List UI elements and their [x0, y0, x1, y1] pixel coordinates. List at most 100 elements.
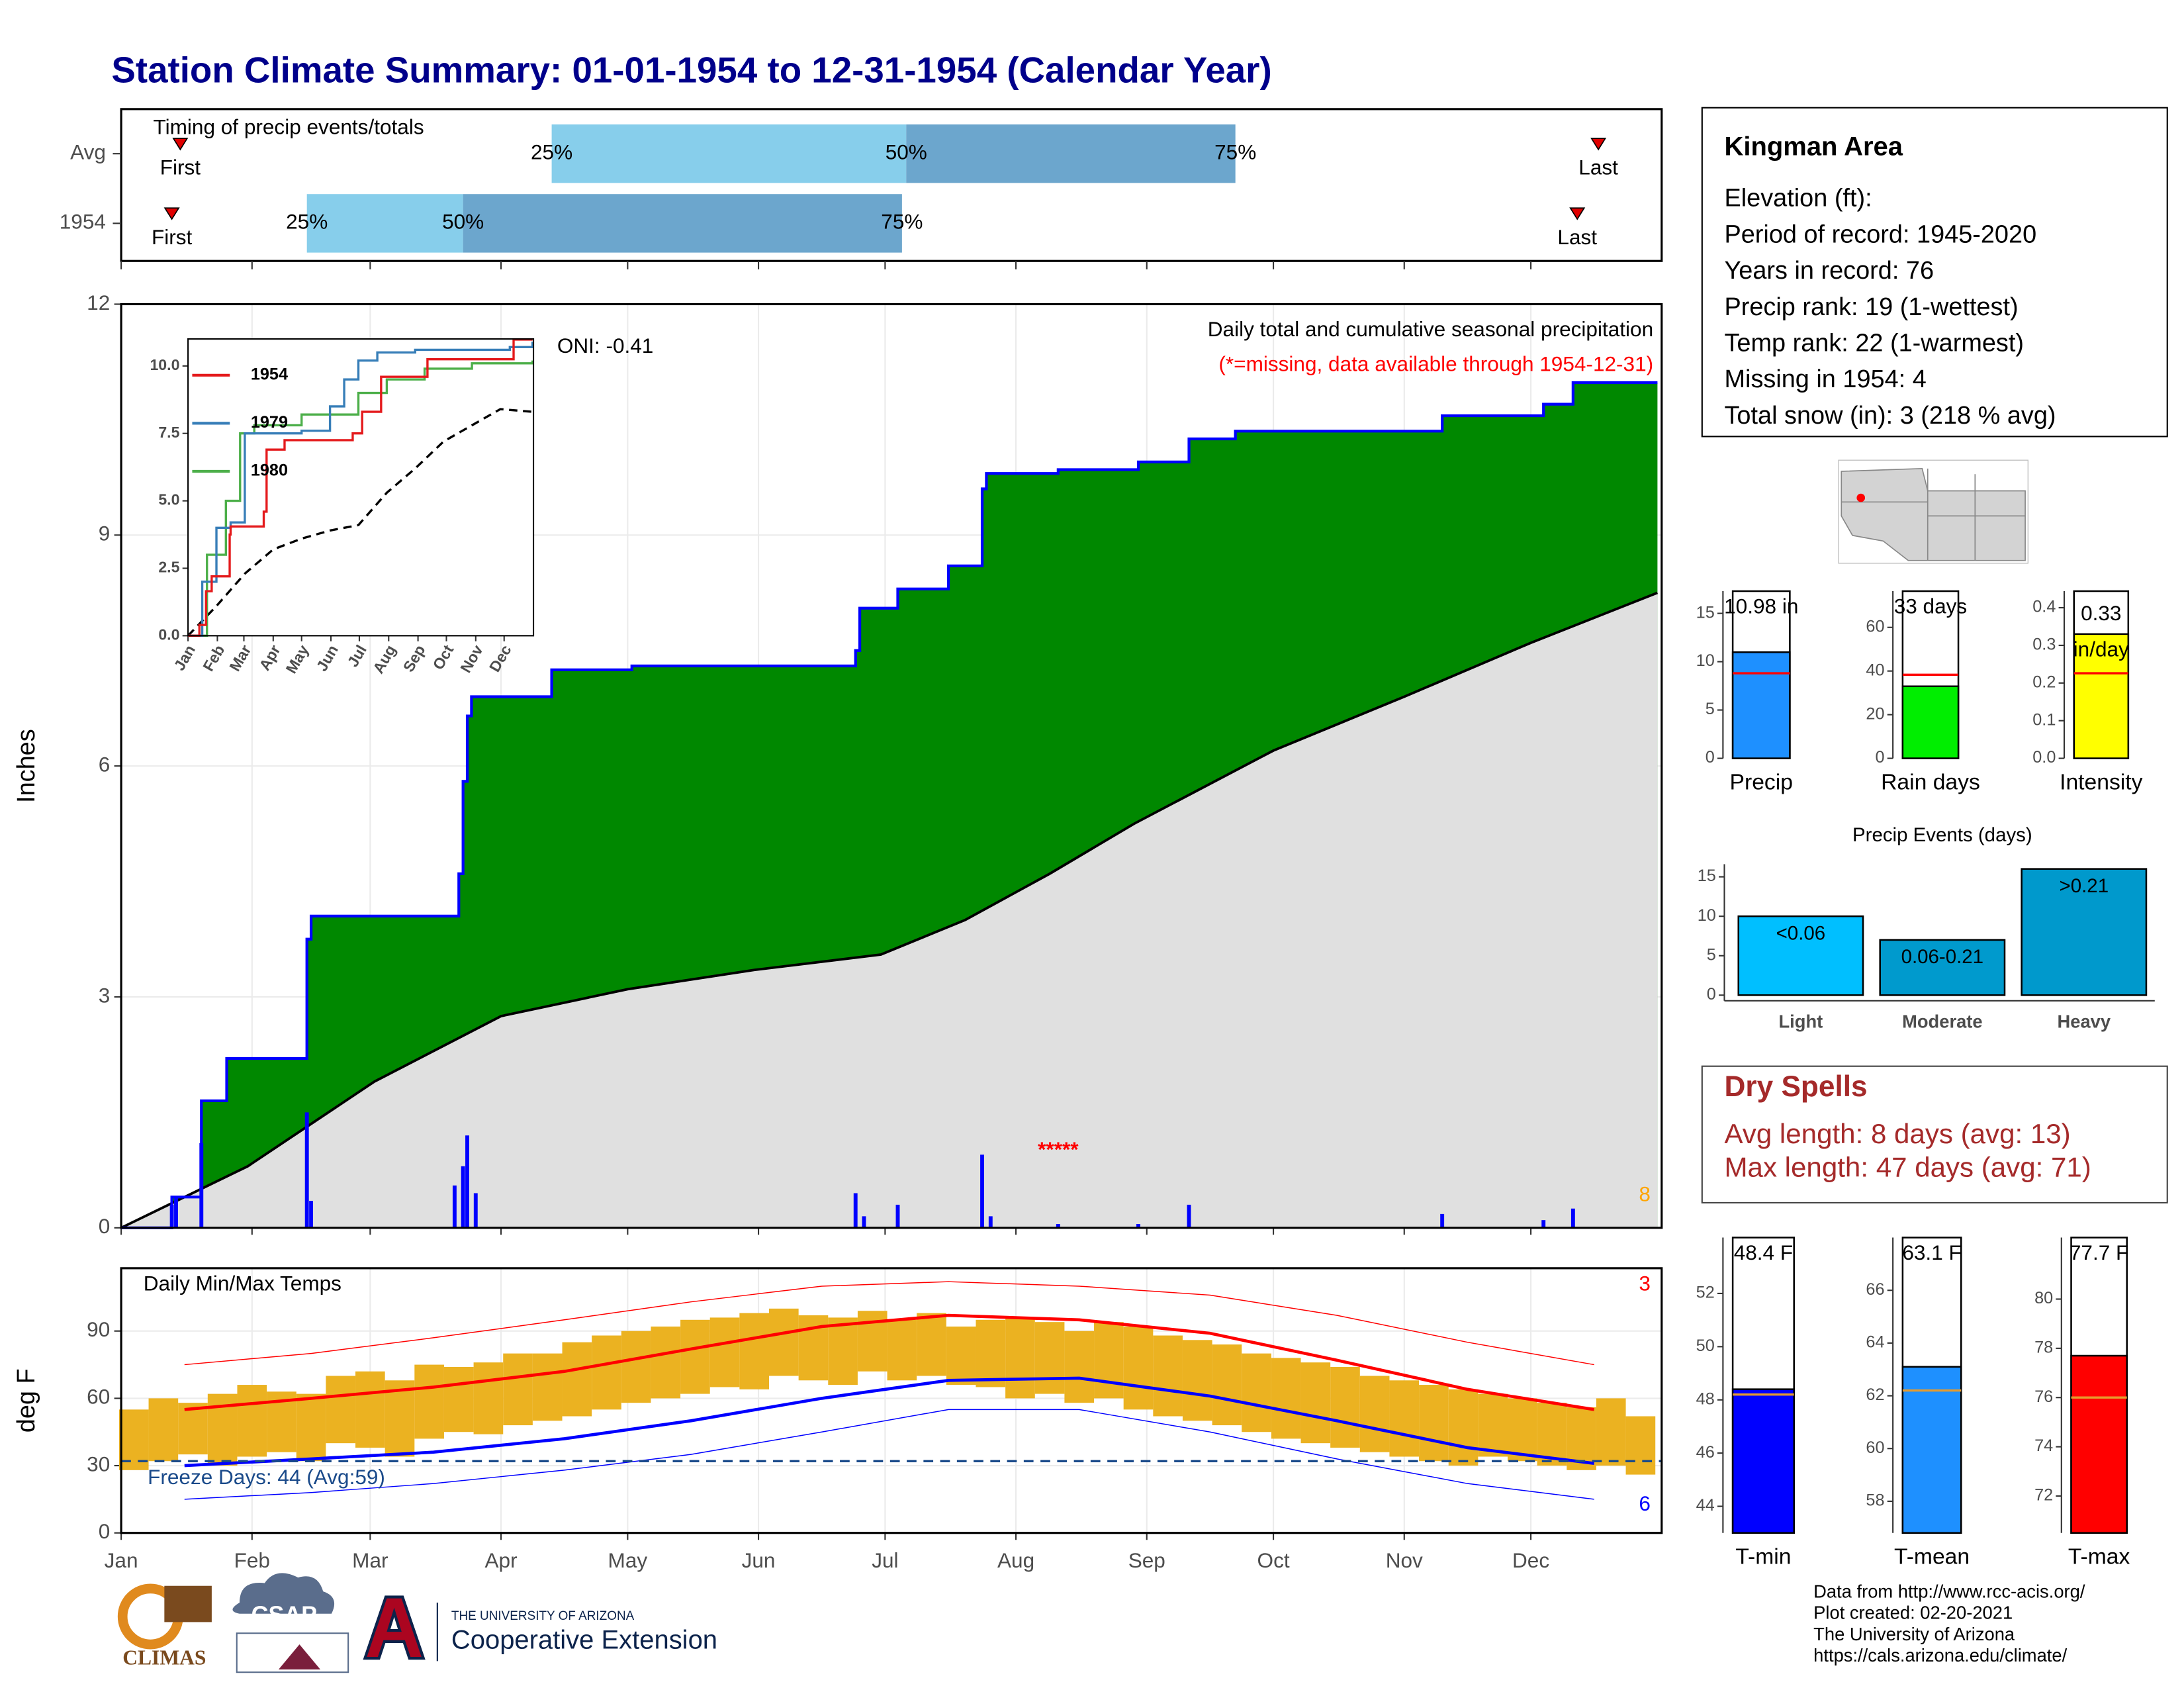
- temp-range-bar: [1478, 1393, 1508, 1457]
- y-tick-label: 5: [1707, 945, 1716, 964]
- credit-line: Plot created: 02-20-2021: [1813, 1603, 2013, 1623]
- credit-line: Data from http://www.rcc-acis.org/: [1813, 1581, 2085, 1601]
- y-tick-label: 52: [1696, 1284, 1715, 1302]
- missing-note: (*=missing, data available through 1954-…: [1218, 352, 1653, 375]
- x-axis-label: Precip: [1730, 770, 1793, 794]
- y-axis-label: Inches: [13, 729, 40, 803]
- quartile-bar: [906, 124, 1236, 183]
- info-line: Elevation (ft):: [1724, 185, 1872, 212]
- bar: [1901, 1366, 1962, 1534]
- info-line: Precip rank: 19 (1-wettest): [1724, 293, 2018, 321]
- temp-range-bar: [1389, 1380, 1420, 1457]
- x-tick-label: Sep: [1128, 1548, 1165, 1572]
- quartile-label: 25%: [286, 210, 328, 234]
- temp-range-bar: [1596, 1398, 1626, 1466]
- x-tick-label: Feb: [234, 1548, 270, 1572]
- temp-line: [184, 1376, 1595, 1468]
- temp-range-bar: [1242, 1353, 1271, 1432]
- y-tick-label: 48: [1696, 1389, 1715, 1408]
- temp-range-bar: [118, 1409, 149, 1470]
- map-states: [1841, 467, 2026, 561]
- oni-label: ONI: -0.41: [557, 334, 654, 357]
- bar: [2021, 868, 2148, 996]
- y-tick-label: 10.0: [150, 356, 179, 373]
- temp-range-bar: [532, 1353, 563, 1421]
- y-tick-label: 64: [1866, 1333, 1884, 1352]
- cumulative-line: [121, 381, 1658, 1229]
- temp-range-bar: [621, 1331, 651, 1403]
- unit-label: in/day: [2073, 637, 2129, 661]
- quartile-label: 50%: [886, 140, 927, 164]
- temp-range-bar: [769, 1308, 799, 1376]
- temp-range-bar: [709, 1317, 740, 1387]
- event-marker: [1590, 138, 1607, 151]
- temp-range-bar: [1359, 1376, 1390, 1452]
- y-tick-label: 5: [1706, 700, 1715, 718]
- y-tick-label: 0.0: [158, 626, 179, 643]
- temp-range-bar: [503, 1353, 533, 1426]
- y-tick-label: 2.5: [158, 559, 179, 576]
- temp-range-bar: [739, 1313, 769, 1389]
- y-tick-label: 58: [1866, 1491, 1884, 1510]
- daily-bar: [452, 1185, 457, 1228]
- temp-range-bar: [355, 1371, 385, 1448]
- series-line: [188, 360, 534, 637]
- y-tick-label: 44: [1696, 1496, 1715, 1515]
- event-marker: [172, 138, 189, 151]
- events-title: Precip Events (days): [1852, 824, 2032, 846]
- temp-range-bar: [1123, 1326, 1154, 1410]
- value-label: 63.1 F: [1902, 1241, 1961, 1264]
- daily-bar: [988, 1216, 993, 1228]
- dry-spells-box: [1701, 1065, 2168, 1203]
- temp-range-bar: [326, 1376, 356, 1444]
- bar: [1731, 1388, 1795, 1534]
- inset-frame: [187, 338, 535, 637]
- daily-bar: [895, 1204, 900, 1228]
- temp-range-bar: [296, 1393, 326, 1462]
- daily-bar: [465, 1135, 469, 1228]
- y-tick-label: 9: [99, 522, 111, 545]
- temp-range-bar: [917, 1313, 946, 1376]
- temp-range-bar: [1064, 1331, 1095, 1403]
- temp-line: [184, 1409, 1594, 1500]
- value-label: 0.06-0.21: [1901, 946, 1983, 968]
- y-tick-label: 15: [1698, 867, 1716, 885]
- legend-label: 1979: [251, 413, 288, 432]
- y-tick-label: 7.5: [158, 424, 179, 441]
- chart-note: Daily total and cumulative seasonal prec…: [1208, 317, 1653, 341]
- series-line: [188, 342, 534, 637]
- temp-range-bar: [1330, 1366, 1360, 1448]
- value-label: 77.7 F: [2070, 1241, 2128, 1264]
- page-title: Station Climate Summary: 01-01-1954 to 1…: [111, 50, 1271, 91]
- temp-range-bar: [887, 1319, 917, 1381]
- y-tick-label: 0.3: [2032, 635, 2056, 654]
- y-tick-label: 10: [1696, 651, 1715, 670]
- y-tick-label: 5.0: [158, 491, 179, 508]
- y-tick-label: 46: [1696, 1443, 1715, 1462]
- temp-range-bar: [1419, 1385, 1449, 1462]
- x-tick-label: Jan: [105, 1548, 138, 1572]
- y-axis-label: deg F: [13, 1368, 40, 1432]
- y-tick-label: 50: [1696, 1336, 1715, 1355]
- freeze-label: Freeze Days: 44 (Avg:59): [148, 1465, 385, 1489]
- y-tick-label: 72: [2034, 1486, 2053, 1505]
- y-tick-label: 10: [1698, 906, 1716, 925]
- x-tick-label: Light: [1778, 1011, 1823, 1032]
- temp-range-bar: [1537, 1403, 1567, 1466]
- info-line: Temp rank: 22 (1-warmest): [1724, 330, 2024, 357]
- credit-line: The University of Arizona: [1813, 1624, 2015, 1644]
- legend-label: 1980: [251, 461, 288, 480]
- temp-range-bar: [1508, 1398, 1537, 1462]
- y-tick-label: 0.0: [2032, 748, 2056, 767]
- temp-range-bar: [1300, 1362, 1331, 1444]
- info-line: Years in record: 76: [1724, 257, 1934, 285]
- temp-range-bar: [1005, 1317, 1035, 1399]
- bar: [2070, 1354, 2128, 1534]
- daily-bar: [169, 1204, 174, 1228]
- daily-bar: [1136, 1224, 1140, 1228]
- map-borders: [1841, 468, 2026, 561]
- bar: [1737, 915, 1864, 996]
- x-axis-label: T-mean: [1894, 1544, 1970, 1569]
- bar: [1731, 651, 1791, 759]
